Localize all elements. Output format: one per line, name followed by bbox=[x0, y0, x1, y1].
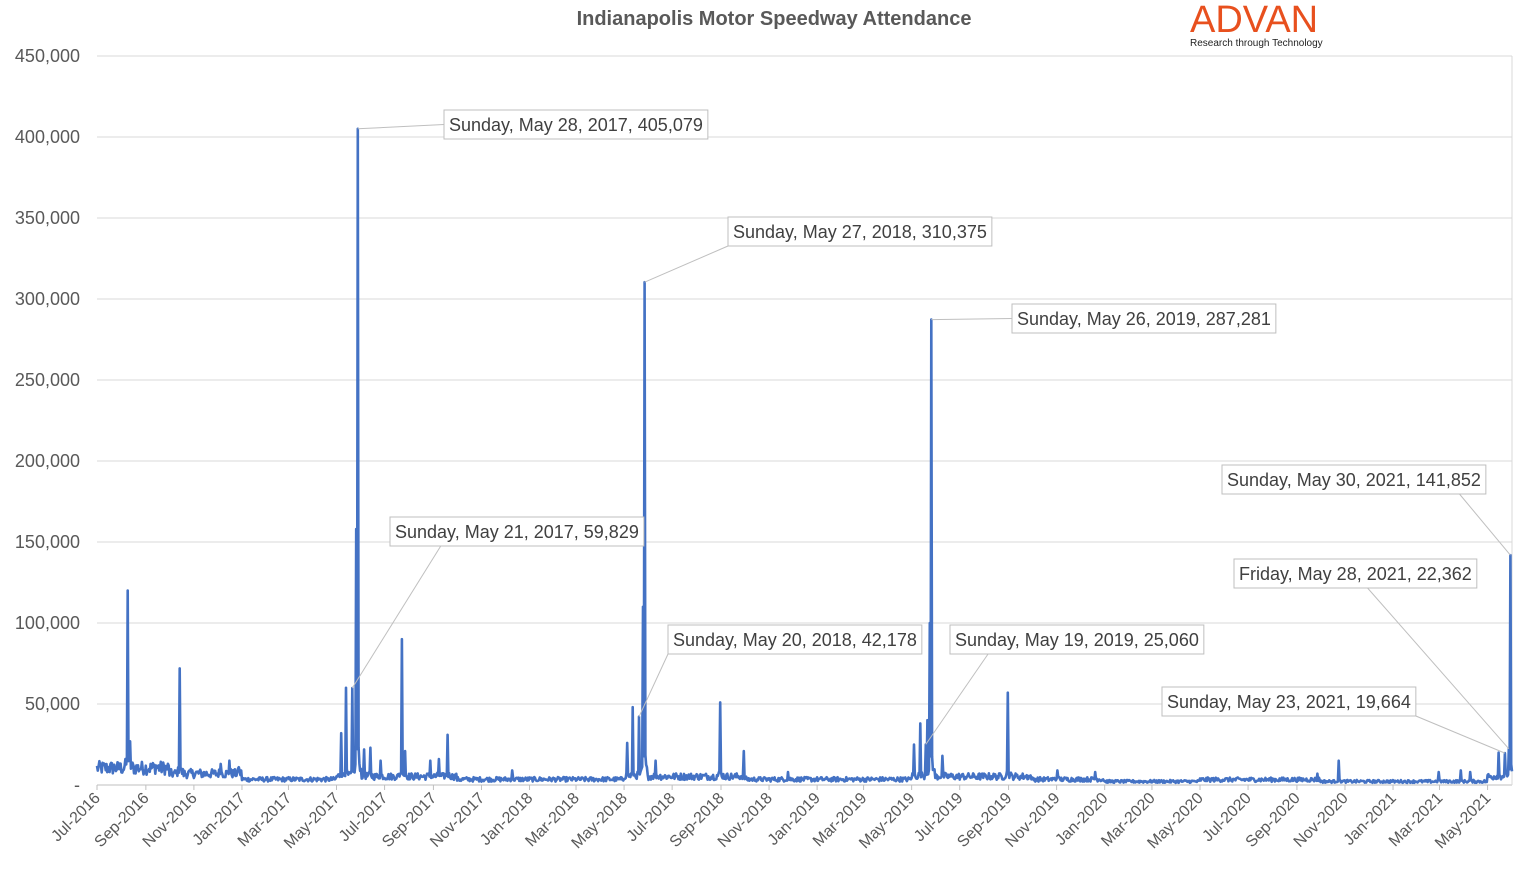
callout-box bbox=[1221, 464, 1487, 495]
callout-box bbox=[1161, 686, 1417, 717]
callout-box bbox=[949, 624, 1205, 655]
callouts: Sunday, May 28, 2017, 405,079 Sunday, May… bbox=[351, 109, 1511, 754]
y-tick-label: 100,000 bbox=[15, 613, 80, 633]
callout-label: Sunday, May 21, 2017, 59,829 bbox=[395, 522, 639, 542]
callout-leader bbox=[1415, 715, 1506, 754]
chart-title: Indianapolis Motor Speedway Attendance bbox=[576, 8, 972, 30]
callout-leader bbox=[931, 318, 1013, 321]
y-axis-ticks: - 50,000 100,000 150,000 200,000 250,000 300,0… bbox=[15, 46, 80, 795]
y-tick-label: 300,000 bbox=[15, 289, 80, 309]
callout-leader bbox=[925, 653, 989, 745]
callout: Sunday, May 19, 2019, 25,060 bbox=[925, 624, 1205, 745]
y-tick-label: 350,000 bbox=[15, 208, 80, 228]
y-tick-label: - bbox=[74, 775, 80, 795]
callout-label: Sunday, May 27, 2018, 310,375 bbox=[733, 222, 987, 242]
callout-label: Sunday, May 20, 2018, 42,178 bbox=[673, 630, 917, 650]
series-attendance bbox=[95, 127, 1514, 785]
callout: Sunday, May 20, 2018, 42,178 bbox=[638, 624, 923, 717]
gridlines bbox=[97, 55, 1513, 786]
y-tick-label: 400,000 bbox=[15, 127, 80, 147]
callout: Sunday, May 21, 2017, 59,829 bbox=[351, 516, 645, 689]
callout-leader bbox=[357, 124, 445, 130]
callout-leader bbox=[1459, 493, 1511, 556]
y-tick-label: 50,000 bbox=[25, 694, 80, 714]
y-tick-label: 150,000 bbox=[15, 532, 80, 552]
callout-label: Sunday, May 30, 2021, 141,852 bbox=[1227, 470, 1481, 490]
callout-box bbox=[1233, 558, 1478, 589]
advan-logo: ADVAN Research through Technology bbox=[1190, 0, 1340, 49]
callout: Sunday, May 30, 2021, 141,852 bbox=[1221, 464, 1511, 556]
y-tick-label: 200,000 bbox=[15, 451, 80, 471]
callout-box bbox=[1011, 303, 1277, 334]
callout: Sunday, May 23, 2021, 19,664 bbox=[1161, 686, 1506, 754]
callout: Sunday, May 28, 2017, 405,079 bbox=[357, 109, 709, 140]
callout-label: Sunday, May 28, 2017, 405,079 bbox=[449, 115, 703, 135]
callout-leader bbox=[351, 545, 442, 689]
x-axis-ticks: Jul-2016Sep-2016Nov-2016Jan-2017Mar-2017… bbox=[48, 785, 1494, 852]
callout-box bbox=[389, 516, 645, 547]
callout-label: Friday, May 28, 2021, 22,362 bbox=[1239, 564, 1472, 584]
callout-label: Sunday, May 19, 2019, 25,060 bbox=[955, 630, 1199, 650]
series-line bbox=[95, 127, 1514, 785]
y-tick-label: 450,000 bbox=[15, 46, 80, 66]
logo-tagline: Research through Technology bbox=[1190, 38, 1323, 49]
callout-leader bbox=[1367, 587, 1510, 750]
callout-box bbox=[727, 216, 993, 247]
callout-leader bbox=[638, 653, 669, 717]
callout: Friday, May 28, 2021, 22,362 bbox=[1233, 558, 1510, 750]
y-tick-label: 250,000 bbox=[15, 370, 80, 390]
callout-box bbox=[667, 624, 923, 655]
logo-wordmark: ADVAN bbox=[1190, 0, 1319, 41]
callout-label: Sunday, May 23, 2021, 19,664 bbox=[1167, 692, 1411, 712]
callout-leader bbox=[644, 245, 729, 283]
callout-label: Sunday, May 26, 2019, 287,281 bbox=[1017, 309, 1271, 329]
callout: Sunday, May 26, 2019, 287,281 bbox=[931, 303, 1277, 334]
callout-box bbox=[443, 109, 709, 140]
callout: Sunday, May 27, 2018, 310,375 bbox=[644, 216, 993, 283]
